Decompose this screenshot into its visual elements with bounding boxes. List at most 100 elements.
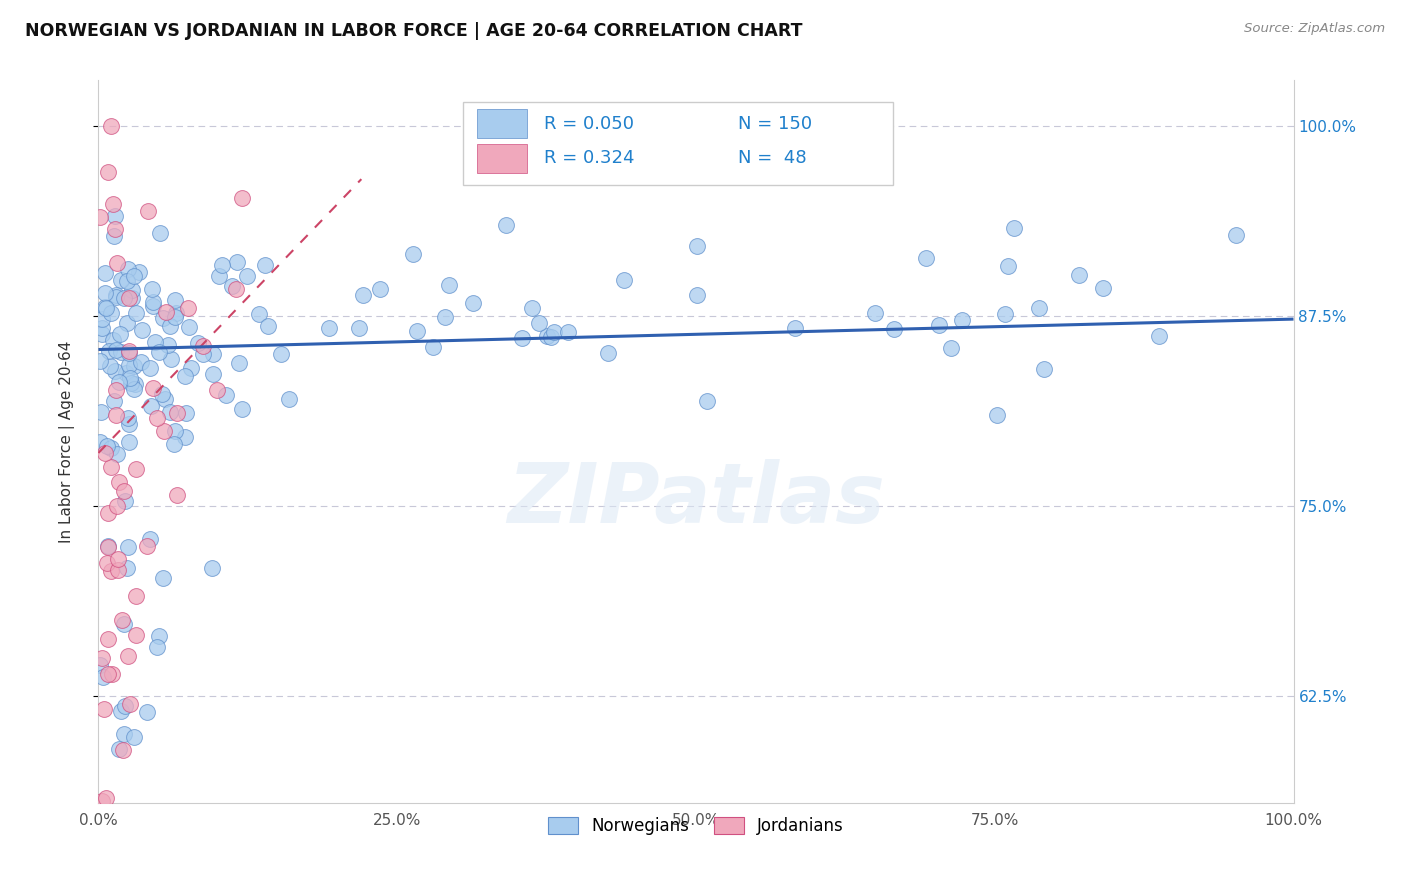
Point	[914, 252, 936, 266]
Point	[120, 697, 142, 711]
Bar	[477, 144, 527, 173]
Point	[121, 283, 143, 297]
Point	[122, 359, 145, 373]
Point	[118, 344, 141, 359]
Point	[177, 319, 200, 334]
Point	[153, 425, 176, 439]
Point	[1067, 268, 1090, 282]
Point	[103, 229, 125, 244]
Point	[686, 239, 709, 253]
Point	[520, 301, 543, 316]
Text: N =  48: N = 48	[738, 149, 807, 168]
Point	[152, 571, 174, 585]
Point	[117, 262, 139, 277]
Point	[228, 356, 250, 370]
Point	[104, 364, 127, 378]
Text: NORWEGIAN VS JORDANIAN IN LABOR FORCE | AGE 20-64 CORRELATION CHART: NORWEGIAN VS JORDANIAN IN LABOR FORCE | …	[25, 22, 803, 40]
Point	[122, 731, 145, 745]
Point	[117, 649, 139, 664]
Text: N = 150: N = 150	[738, 115, 811, 133]
Y-axis label: In Labor Force | Age 20-64: In Labor Force | Age 20-64	[59, 341, 75, 542]
Point	[994, 307, 1017, 321]
Point	[104, 408, 127, 422]
Point	[100, 119, 122, 133]
Bar	[477, 109, 527, 138]
Point	[89, 210, 111, 224]
Point	[115, 316, 138, 330]
Point	[110, 704, 132, 718]
Point	[148, 629, 170, 643]
Point	[98, 344, 121, 359]
Point	[94, 286, 117, 301]
Point	[163, 424, 186, 438]
Point	[103, 394, 125, 409]
Point	[527, 317, 550, 331]
Point	[543, 325, 565, 339]
Point	[93, 702, 115, 716]
Point	[149, 226, 172, 240]
Point	[422, 340, 444, 354]
Point	[89, 354, 111, 368]
Point	[939, 341, 962, 355]
Point	[120, 376, 142, 390]
Point	[115, 274, 138, 288]
Point	[94, 301, 117, 315]
Point	[153, 392, 176, 406]
Point	[152, 311, 174, 326]
Point	[166, 406, 188, 420]
Point	[108, 741, 131, 756]
Point	[118, 435, 141, 450]
Point	[117, 560, 139, 574]
Point	[928, 318, 950, 332]
Point	[118, 346, 141, 360]
Point	[91, 794, 114, 808]
Legend: Norwegians, Jordanians: Norwegians, Jordanians	[541, 810, 851, 841]
Point	[118, 291, 141, 305]
Point	[108, 475, 131, 489]
Point	[90, 405, 112, 419]
Point	[165, 310, 187, 324]
Point	[118, 417, 141, 431]
Point	[112, 617, 135, 632]
Point	[125, 306, 148, 320]
Point	[100, 442, 122, 456]
Point	[97, 632, 120, 647]
Point	[124, 590, 146, 604]
Point	[117, 358, 139, 372]
Point	[105, 447, 128, 461]
Point	[101, 197, 124, 211]
Point	[247, 307, 270, 321]
Point	[122, 382, 145, 396]
Point	[98, 359, 121, 373]
Point	[236, 269, 259, 284]
Point	[352, 288, 374, 302]
Point	[142, 380, 165, 394]
Point	[96, 439, 118, 453]
Point	[120, 371, 142, 385]
Point	[270, 347, 292, 361]
Point	[202, 367, 225, 381]
Point	[685, 288, 707, 302]
Point	[225, 282, 247, 296]
Point	[124, 376, 146, 391]
Point	[91, 321, 114, 335]
Point	[159, 351, 181, 366]
Point	[165, 306, 187, 320]
Point	[100, 460, 122, 475]
Point	[1002, 221, 1025, 235]
Point	[107, 375, 129, 389]
Point	[97, 540, 120, 554]
Point	[100, 565, 122, 579]
FancyBboxPatch shape	[463, 102, 893, 185]
Point	[173, 369, 195, 384]
Point	[231, 191, 253, 205]
Point	[495, 218, 517, 232]
Point	[135, 539, 157, 553]
Point	[97, 506, 120, 520]
Point	[104, 209, 127, 223]
Point	[211, 258, 233, 272]
Point	[1028, 301, 1050, 316]
Point	[163, 436, 186, 450]
Point	[117, 411, 139, 425]
Point	[1091, 281, 1114, 295]
